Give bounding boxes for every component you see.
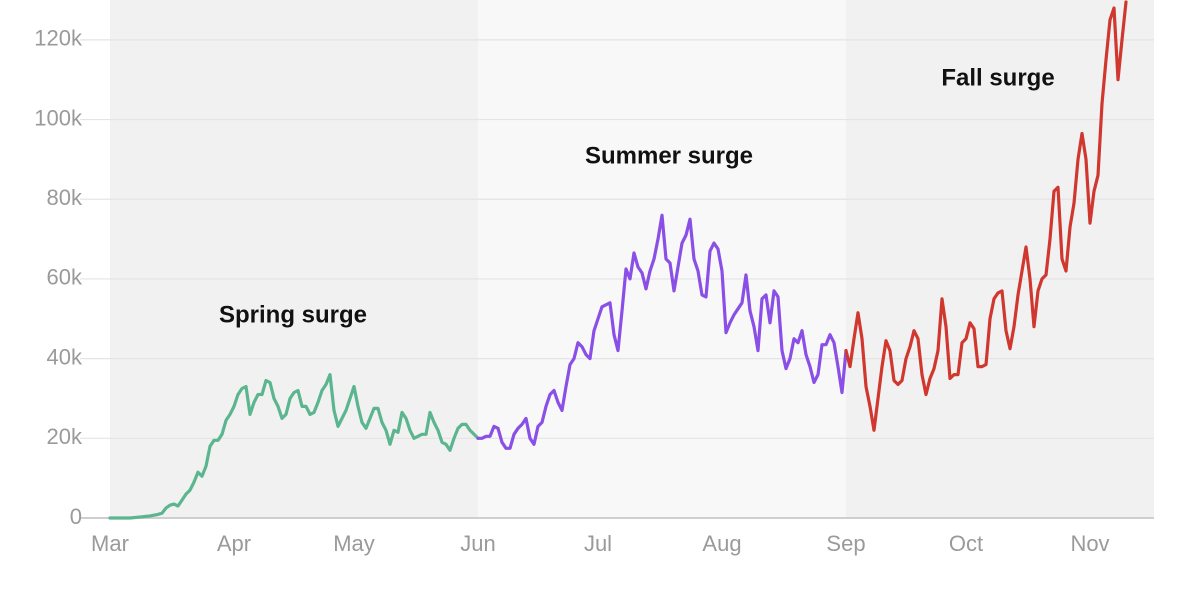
series-line xyxy=(108,373,480,520)
x-tick-label: Jul xyxy=(584,531,612,556)
x-tick-label: Apr xyxy=(217,531,251,556)
x-tick-label: May xyxy=(333,531,375,556)
grid xyxy=(80,39,1154,519)
x-tick-label: Aug xyxy=(702,531,741,556)
x-tick-label: Oct xyxy=(949,531,983,556)
x-tick-label: Jun xyxy=(460,531,495,556)
period-band xyxy=(110,0,478,518)
series-label: Summer surge xyxy=(585,142,753,169)
y-tick-label: 120k xyxy=(34,26,83,51)
series-line xyxy=(844,0,1128,432)
period-band xyxy=(478,0,846,518)
y-tick-label: 20k xyxy=(47,424,83,449)
labels: 0 20k 40k 60k 80k 100k 120k Mar Apr May Jun Jul Aug S… xyxy=(34,26,1109,556)
series-label: Spring surge xyxy=(219,301,367,328)
series-line xyxy=(476,213,848,450)
x-tick-label: Sep xyxy=(826,531,865,556)
backgrounds xyxy=(110,0,1154,518)
x-tick-label: Nov xyxy=(1070,531,1109,556)
y-tick-label: 40k xyxy=(47,344,83,369)
x-tick-label: Mar xyxy=(91,531,129,556)
y-tick-label: 100k xyxy=(34,105,83,130)
y-tick-label: 0 xyxy=(70,504,82,529)
y-tick-label: 60k xyxy=(47,265,83,290)
lines xyxy=(108,0,1128,520)
y-tick-label: 80k xyxy=(47,185,83,210)
series-label: Fall surge xyxy=(941,64,1054,91)
